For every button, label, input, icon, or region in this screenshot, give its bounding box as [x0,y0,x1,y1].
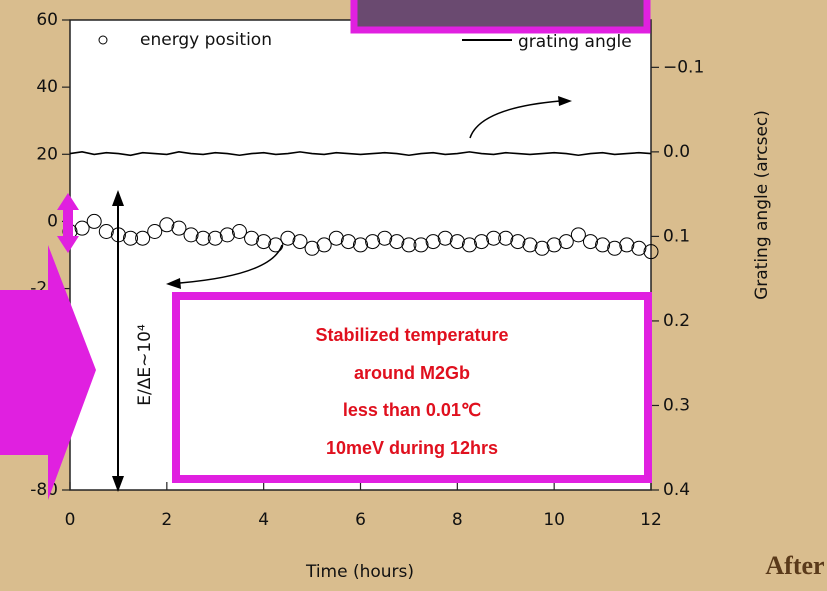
data-point [365,234,381,250]
data-point [461,237,477,253]
data-point [582,234,598,250]
y2-tick-label: −0.1 [663,57,704,77]
data-point [437,230,453,246]
data-point [74,220,90,236]
photo-inset [350,0,651,34]
data-point [486,230,502,246]
slide-text: After [765,551,824,580]
data-point [534,240,550,256]
data-point [401,237,417,253]
arrow-head [112,476,124,492]
x-tick-label: 2 [161,510,172,530]
curve-arrow [179,244,283,284]
x-axis-label: Time (hours) [305,562,414,582]
pink-double-arrow [57,193,79,253]
data-point [147,224,163,239]
data-point [171,220,187,236]
data-point [207,230,223,246]
data-point [98,224,114,239]
data-point [195,230,211,246]
data-point [619,237,635,253]
data-point [304,240,320,256]
data-point [219,227,235,243]
data-point [643,244,659,260]
arrow-head [112,190,124,206]
data-point [607,240,623,256]
y-tick-label: 40 [36,77,58,97]
legend-label: energy position [140,30,272,50]
data-point [231,224,247,239]
y-tick-label: 0 [47,211,58,231]
y2-tick-label: 0.1 [663,226,690,246]
note-line: 10meV during 12hrs [326,438,498,458]
data-point [256,234,272,250]
data-point [123,230,139,246]
data-point [570,227,586,243]
curve-arrow [469,100,561,139]
data-point [328,230,344,246]
y-tick-label: 60 [36,10,58,30]
data-point [244,230,260,246]
data-point [86,213,102,229]
data-point [474,234,490,250]
pink-arrow [0,245,96,500]
data-point [183,227,199,243]
y2-tick-label: 0.3 [663,395,690,415]
data-point [449,234,465,250]
data-point [510,234,526,250]
note-line: around M2Gb [354,363,470,383]
note-line: less than 0.01℃ [343,400,481,420]
x-tick-label: 4 [258,510,269,530]
data-point [377,230,393,246]
x-tick-label: 8 [452,510,463,530]
x-tick-label: 6 [355,510,366,530]
legend-marker [98,35,108,45]
note-line: Stabilized temperature [315,325,508,345]
x-tick-label: 12 [640,510,662,530]
data-point [340,234,356,250]
axis-annotation: E/ΔE∼10⁴ [135,324,155,406]
data-point [268,237,284,253]
x-tick-label: 0 [65,510,76,530]
data-point [292,234,308,250]
data-point [159,217,175,233]
data-point [413,237,429,253]
note-box [172,292,652,483]
data-point [498,230,514,246]
data-point [631,240,647,256]
legend-label: grating angle [518,32,632,52]
data-point [353,237,368,253]
x-tick-label: 10 [543,510,565,530]
data-point [595,237,611,253]
data-point [135,230,151,246]
data-point [389,234,405,250]
y2-tick-label: 0.4 [663,480,690,500]
data-point [546,237,562,253]
data-point [316,237,332,253]
y-tick-label: 20 [36,144,58,164]
data-point [280,230,296,246]
y2-tick-label: 0.0 [663,142,690,162]
data-line [69,151,652,157]
arrow-head [166,278,181,289]
y2-axis-label: Grating angle (arcsec) [752,110,772,300]
y2-tick-label: 0.2 [663,311,690,331]
arrow-head [558,96,572,106]
data-point [558,234,574,250]
data-point [522,237,538,253]
data-point [425,234,441,250]
